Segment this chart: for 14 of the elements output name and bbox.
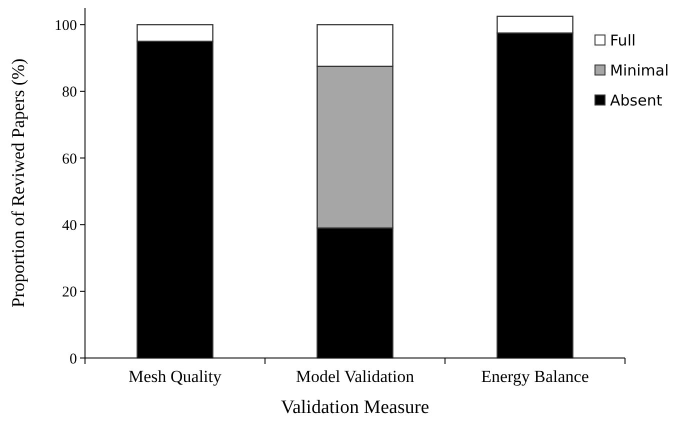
x-tick-label: Energy Balance [481, 367, 589, 386]
x-tick-label: Model Validation [296, 367, 415, 386]
y-axis-title: Proportion of Reviwed Papers (%) [8, 58, 28, 308]
legend-label: Minimal [610, 61, 669, 80]
y-tick-label: 20 [62, 284, 77, 301]
y-tick-label: 0 [70, 351, 77, 368]
y-tick-label: 100 [54, 18, 77, 34]
y-tick-label: 80 [62, 84, 77, 101]
x-axis-title: Validation Measure [280, 397, 430, 418]
legend-label: Full [610, 31, 636, 50]
legend-label: Absent [610, 91, 662, 110]
x-tick-label: Mesh Quality [128, 367, 222, 386]
y-tick-label: 60 [62, 151, 77, 168]
y-tick-label: 40 [62, 218, 77, 234]
